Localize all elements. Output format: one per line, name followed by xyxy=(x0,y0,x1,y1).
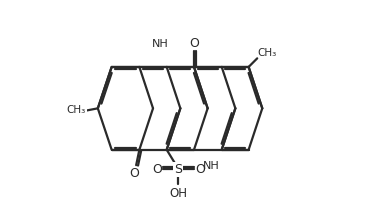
Text: CH₃: CH₃ xyxy=(66,105,86,116)
Text: O: O xyxy=(129,167,139,180)
Text: NH: NH xyxy=(151,39,168,49)
Text: O: O xyxy=(195,163,205,176)
Text: O: O xyxy=(152,163,162,176)
Text: S: S xyxy=(175,163,182,176)
Text: OH: OH xyxy=(170,187,187,200)
Text: NH: NH xyxy=(203,161,219,171)
Text: O: O xyxy=(189,37,199,50)
Text: CH₃: CH₃ xyxy=(258,48,277,58)
